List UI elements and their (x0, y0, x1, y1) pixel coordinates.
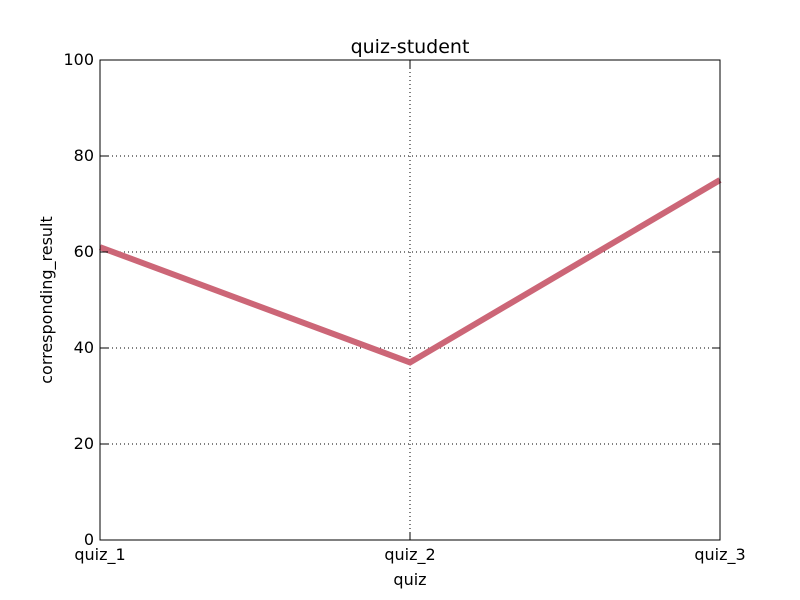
tick-layer: 0 20 40 60 80 100 quiz_1 quiz_2 quiz_3 (63, 50, 745, 565)
y-tick-label: 40 (74, 338, 94, 357)
x-axis-label: quiz (393, 570, 426, 589)
series-line (98, 177, 722, 366)
x-tick-label: quiz_2 (384, 545, 435, 565)
y-tick-label: 20 (74, 434, 94, 453)
y-tick-label: 80 (74, 146, 94, 165)
y-tick-label: 100 (63, 50, 94, 69)
y-axis-label: corresponding_result (37, 216, 57, 384)
x-tick-label: quiz_3 (694, 545, 745, 565)
chart-title: quiz-student (351, 36, 470, 58)
series-layer (98, 177, 722, 366)
y-tick-label: 0 (84, 530, 94, 549)
grid-layer (100, 60, 720, 540)
x-tick-label: quiz_1 (74, 545, 125, 565)
y-tick-label: 60 (74, 242, 94, 261)
